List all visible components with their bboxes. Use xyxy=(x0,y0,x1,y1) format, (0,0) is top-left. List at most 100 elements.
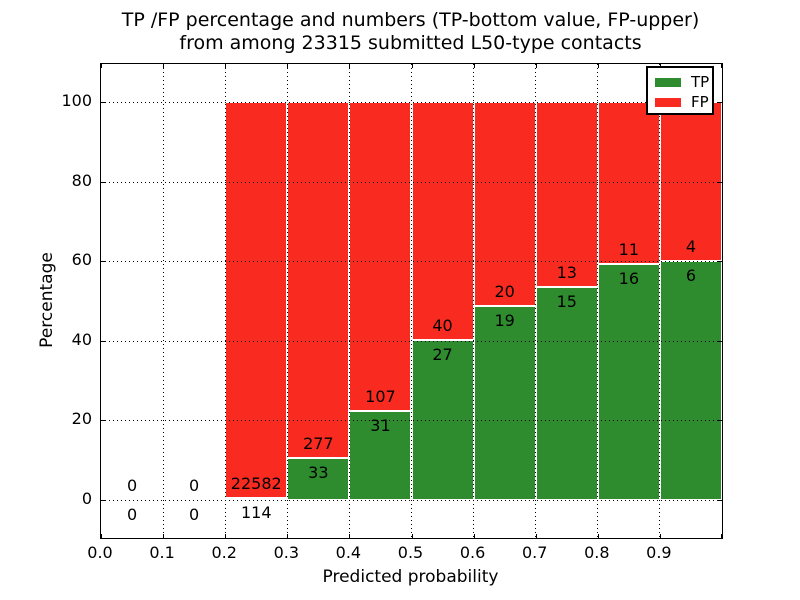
x-tick-label-0.7: 0.7 xyxy=(521,543,548,562)
bar-fp-0.4-0.5 xyxy=(349,101,412,411)
y-tickmark-right xyxy=(718,500,722,502)
legend-item-TP: TP xyxy=(655,72,712,92)
y-tick-label-40: 40 xyxy=(71,329,92,349)
x-tick-label-0.2: 0.2 xyxy=(211,543,237,562)
x-tickmark-bottom xyxy=(411,534,413,538)
gridline-x-0.8 xyxy=(597,64,599,538)
bar-tp-0.3-0.4 xyxy=(287,457,350,501)
gridline-y-60 xyxy=(101,261,722,263)
bar-fp-0.9-1.0 xyxy=(659,101,722,262)
tp-count-0.0-0.1: 0 xyxy=(126,505,138,525)
y-tickmark-right xyxy=(718,420,722,422)
x-tickmark-top xyxy=(349,64,351,68)
bar-fp-0.7-0.8 xyxy=(535,101,598,287)
chart-title-line1: TP /FP percentage and numbers (TP-bottom… xyxy=(121,9,700,31)
tp-count-0.2-0.3: 114 xyxy=(240,503,272,523)
y-tick-label-60: 60 xyxy=(71,250,92,270)
fp-count-0.2-0.3: 22582 xyxy=(230,474,282,494)
fp-count-0.5-0.6: 40 xyxy=(432,315,453,335)
bar-fp-0.2-0.3 xyxy=(225,101,288,499)
bar-fp-0.6-0.7 xyxy=(473,101,536,307)
fp-count-0.6-0.7: 20 xyxy=(494,282,515,302)
x-tick-label-0.5: 0.5 xyxy=(397,543,424,562)
fp-count-0.0-0.1: 0 xyxy=(126,476,138,496)
x-tickmark-top xyxy=(473,64,475,68)
gridline-x-0.3 xyxy=(286,64,288,538)
x-tick-label-0.9: 0.9 xyxy=(646,543,672,562)
x-tickmark-bottom xyxy=(225,534,227,538)
x-tickmark-top xyxy=(101,64,102,68)
chart-title: TP /FP percentage and numbers (TP-bottom… xyxy=(100,9,721,55)
tp-count-0.6-0.7: 19 xyxy=(494,311,515,331)
x-tick-label-0.6: 0.6 xyxy=(459,543,486,562)
x-tickmark-bottom xyxy=(163,534,165,538)
tp-count-0.5-0.6: 27 xyxy=(432,344,453,364)
x-tickmark-bottom xyxy=(721,534,722,538)
legend-swatch-TP xyxy=(655,77,681,87)
gridline-x-0.1 xyxy=(162,64,164,538)
x-tickmark-bottom xyxy=(287,534,289,538)
chart-title-line2: from among 23315 submitted L50-type cont… xyxy=(179,32,642,54)
x-tick-label-0.8: 0.8 xyxy=(584,543,610,562)
bar-tp-0.9-1.0 xyxy=(659,261,722,501)
fp-count-0.8-0.9: 11 xyxy=(618,240,640,260)
x-tickmark-top xyxy=(287,64,289,68)
x-tickmark-top xyxy=(721,64,722,68)
y-tickmark-left xyxy=(101,101,105,103)
tp-count-0.8-0.9: 16 xyxy=(618,269,640,289)
tp-count-0.4-0.5: 31 xyxy=(370,415,391,435)
y-tickmark-left xyxy=(101,500,105,502)
y-tickmark-left xyxy=(101,340,105,342)
x-tick-label-0.0: 0.0 xyxy=(87,543,113,562)
x-tickmark-top xyxy=(597,64,599,68)
gridline-y-0 xyxy=(101,500,722,502)
y-tick-label-0: 0 xyxy=(81,489,92,509)
legend-label-FP: FP xyxy=(691,92,709,111)
x-tickmark-top xyxy=(535,64,537,68)
fp-count-0.9-1.0: 4 xyxy=(685,237,697,257)
plot-area: 0 0 0 0 22582 114 277 33 107 31 40 27 20 19 13 15 11 16 4 6 xyxy=(100,63,723,539)
y-tick-label-100: 100 xyxy=(61,90,92,110)
tp-count-0.7-0.8: 15 xyxy=(556,291,577,311)
legend: TP FP xyxy=(646,66,714,115)
x-tickmark-top xyxy=(411,64,413,68)
fp-count-0.7-0.8: 13 xyxy=(556,262,577,282)
x-tickmark-bottom xyxy=(349,534,351,538)
legend-label-TP: TP xyxy=(691,72,710,91)
gridline-y-100 xyxy=(101,101,722,103)
x-tickmark-bottom xyxy=(659,534,661,538)
bar-tp-0.6-0.7 xyxy=(473,306,536,501)
gridline-x-0.6 xyxy=(473,64,475,538)
x-tickmark-bottom xyxy=(473,534,475,538)
legend-item-FP: FP xyxy=(655,92,712,112)
x-tick-label-0.3: 0.3 xyxy=(273,543,300,562)
legend-swatch-FP xyxy=(655,97,681,107)
x-tickmark-top xyxy=(163,64,165,68)
y-tickmark-right xyxy=(718,261,722,263)
tp-count-0.3-0.4: 33 xyxy=(308,462,329,482)
tp-count-0.9-1.0: 6 xyxy=(685,266,697,286)
x-tick-label-0.4: 0.4 xyxy=(335,543,362,562)
y-tickmark-left xyxy=(101,261,105,263)
x-tickmark-top xyxy=(225,64,227,68)
bar-fp-0.5-0.6 xyxy=(411,101,474,340)
gridline-x-0.4 xyxy=(348,64,350,538)
tp-count-0.1-0.2: 0 xyxy=(189,505,200,525)
y-tick-label-20: 20 xyxy=(71,409,92,429)
y-tickmark-right xyxy=(718,101,722,103)
gridline-x-0.2 xyxy=(224,64,226,538)
x-tickmark-bottom xyxy=(101,534,102,538)
bar-tp-0.5-0.6 xyxy=(411,339,474,501)
fp-count-0.1-0.2: 0 xyxy=(189,476,200,496)
gridline-y-20 xyxy=(101,420,722,422)
y-tickmark-right xyxy=(718,181,722,183)
bar-fp-0.3-0.4 xyxy=(287,101,350,458)
bar-fp-0.8-0.9 xyxy=(597,101,660,265)
x-axis-label: Predicted probability xyxy=(322,567,499,587)
fp-count-0.4-0.5: 107 xyxy=(365,386,396,406)
x-tick-label-0.1: 0.1 xyxy=(149,543,175,562)
y-tickmark-left xyxy=(101,181,105,183)
y-tickmark-right xyxy=(718,340,722,342)
x-tickmark-bottom xyxy=(535,534,537,538)
